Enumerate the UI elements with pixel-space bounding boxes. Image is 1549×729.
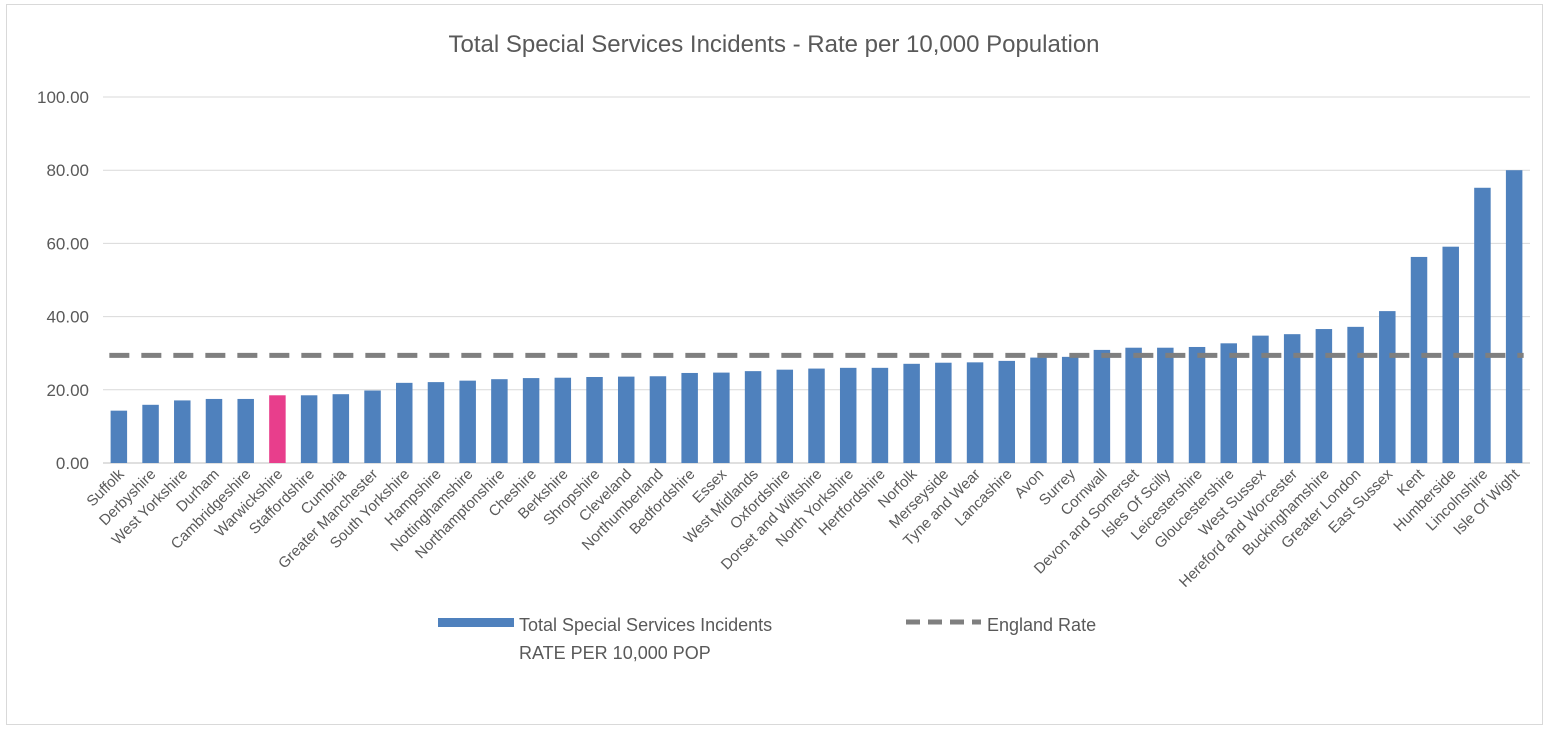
bar-oxfordshire (776, 369, 794, 463)
bar-dorset-and-wiltshire (808, 368, 825, 463)
bar-essex (713, 372, 730, 463)
y-tick-label: 40.00 (46, 308, 89, 327)
bar-kent (1410, 256, 1428, 463)
bar-greater-london (1347, 326, 1364, 463)
bar-lincolnshire (1474, 187, 1491, 463)
bar-northumberland (649, 376, 667, 463)
bar-buckinghamshire (1315, 329, 1333, 463)
bar-devon-and-somerset (1125, 347, 1142, 463)
bar-greater-manchester (364, 390, 381, 463)
bar-shropshire (586, 376, 603, 463)
legend: Total Special Services Incidents RATE PE… (438, 615, 1096, 663)
legend-swatch-bars (438, 618, 514, 627)
chart-title: Total Special Services Incidents - Rate … (448, 31, 1099, 58)
legend-label-england-rate: England Rate (987, 615, 1096, 635)
bar-surrey (1061, 356, 1079, 463)
y-tick-label: 0.00 (56, 454, 89, 473)
bar-avon (1030, 357, 1047, 463)
bar-norfolk (903, 363, 920, 463)
bar-northamptonshire (491, 379, 508, 463)
bar-south-yorkshire (396, 382, 413, 463)
bars (110, 170, 1523, 463)
bar-warwickshire (269, 395, 286, 463)
legend-label-bars-line2: RATE PER 10,000 POP (519, 643, 711, 663)
y-tick-label: 20.00 (46, 381, 89, 400)
bar-cornwall (1093, 349, 1111, 463)
bar-hampshire (427, 382, 445, 463)
y-tick-label: 100.00 (37, 88, 89, 107)
bar-hereford-and-worcester (1283, 334, 1301, 463)
bar-staffordshire (300, 395, 318, 463)
bar-west-midlands (744, 371, 762, 463)
y-tick-label: 60.00 (46, 234, 89, 253)
bar-cheshire (522, 378, 540, 463)
bar-cumbria (332, 394, 350, 463)
bar-cambridgeshire (237, 398, 254, 463)
bar-nottinghamshire (459, 380, 476, 463)
bar-west-sussex (1252, 335, 1269, 463)
bar-humberside (1442, 246, 1459, 463)
bar-durham (205, 398, 223, 463)
bar-isle-of-wight (1505, 170, 1523, 463)
legend-label-bars-line1: Total Special Services Incidents (519, 615, 772, 635)
bar-derbyshire (142, 404, 159, 463)
bar-north-yorkshire (839, 367, 857, 463)
bar-hertfordshire (871, 367, 889, 463)
bar-bedfordshire (681, 372, 698, 463)
bar-berkshire (554, 377, 572, 463)
bar-cleveland (617, 376, 635, 463)
y-axis-ticks: 0.00 20.00 40.00 60.00 80.00 100.00 (37, 88, 89, 473)
y-tick-label: 80.00 (46, 161, 89, 180)
bar-east-sussex (1379, 311, 1396, 463)
bar-suffolk (110, 410, 128, 463)
bar-merseyside (935, 362, 952, 463)
bar-leicestershire (1188, 346, 1206, 463)
bar-tyne-and-wear (966, 362, 984, 463)
bar-isles-of-scilly (1157, 347, 1174, 463)
bar-west-yorkshire (174, 400, 191, 463)
bar-gloucestershire (1220, 343, 1237, 463)
bar-lancashire (998, 360, 1016, 463)
